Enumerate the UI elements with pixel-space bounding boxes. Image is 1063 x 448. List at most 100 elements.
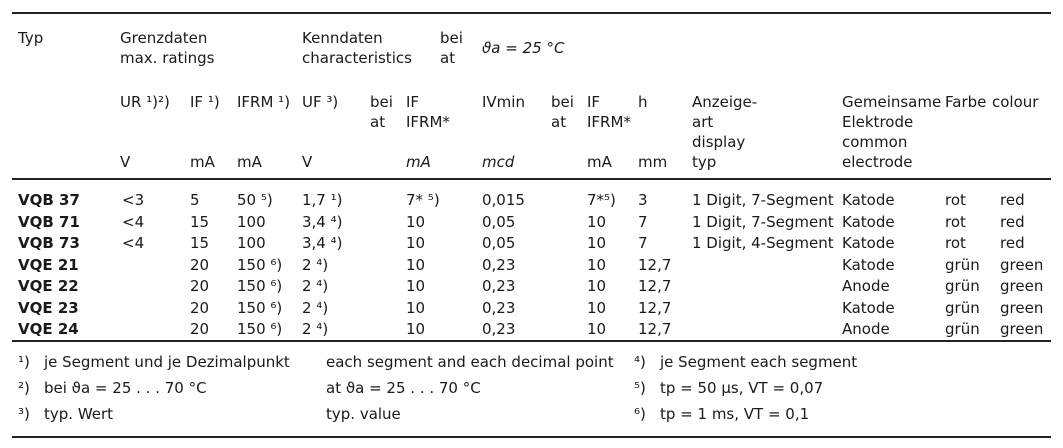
cell-uf: 1,7 ¹) — [302, 191, 343, 209]
col-gemeinsame: Gemeinsame — [842, 93, 942, 111]
col-at-2: at — [551, 113, 567, 131]
header-max-ratings: max. ratings — [120, 49, 215, 67]
cell-el: Anode — [842, 277, 890, 295]
col-ur: UR ¹)²) — [120, 93, 170, 111]
cell-if: 20 — [190, 255, 210, 274]
unit-if-2: mA — [406, 153, 431, 171]
note-6-mark: ⁶) — [634, 405, 646, 423]
unit-uf: V — [302, 153, 313, 171]
cell-if3: 7*⁵) — [587, 191, 616, 209]
cell-farbe: grün — [945, 277, 980, 295]
cell-anz: 1 Digit, 7-Segment — [692, 212, 834, 231]
col-anzeige-3: display — [692, 133, 746, 151]
cell-if2: 10 — [406, 298, 426, 317]
unit-ur: V — [120, 153, 131, 171]
col-bei-1: bei — [370, 93, 393, 111]
cell-ifrm: 150 ⁶) — [237, 255, 283, 274]
cell-typ: VQB 71 — [18, 212, 80, 231]
col-common: common — [842, 133, 908, 151]
cell-iv: 0,05 — [482, 234, 516, 252]
cell-if2: 10 — [406, 234, 426, 252]
header-typ: Typ — [18, 29, 44, 47]
col-ivmin: IVmin — [482, 93, 525, 111]
note-1-mark: ¹) — [18, 353, 30, 371]
col-anzeige-4: typ — [692, 153, 717, 171]
cell-ifrm: 150 ⁶) — [237, 320, 283, 338]
cell-ifrm: 100 — [237, 234, 266, 252]
cell-if2: 10 — [406, 255, 426, 274]
cell-h: 7 — [638, 212, 648, 231]
bottom-rule — [12, 436, 1051, 438]
cell-ifrm: 150 ⁶) — [237, 298, 283, 317]
cell-colour: green — [1000, 298, 1044, 317]
header-condition: ϑa = 25 °C — [482, 39, 565, 57]
cell-if: 15 — [190, 212, 210, 231]
cell-typ: VQB 37 — [18, 191, 80, 209]
note-4-mark: ⁴) — [634, 353, 646, 371]
cell-el: Katode — [842, 234, 895, 252]
col-bei-2: bei — [551, 93, 574, 111]
cell-colour: green — [1000, 320, 1044, 338]
note-2-de: bei ϑa = 25 . . . 70 °C — [44, 379, 207, 397]
cell-farbe: grün — [945, 255, 980, 274]
cell-uf: 3,4 ⁴) — [302, 234, 343, 252]
col-elektrode: Elektrode — [842, 113, 914, 131]
col-uf: UF ³) — [302, 93, 339, 111]
cell-iv: 0,23 — [482, 277, 516, 295]
col-at-1: at — [370, 113, 386, 131]
note-5: tp = 50 µs, VT = 0,07 — [660, 379, 824, 397]
notes-rule — [12, 340, 1051, 342]
cell-anz: 1 Digit, 4-Segment — [692, 234, 834, 252]
unit-ivmin: mcd — [482, 153, 515, 171]
unit-if: mA — [190, 153, 215, 171]
cell-ur: <3 — [122, 191, 145, 209]
cell-h: 12,7 — [638, 320, 672, 338]
cell-farbe: grün — [945, 320, 980, 338]
cell-iv: 0,23 — [482, 255, 516, 274]
header-grenzdaten: Grenzdaten — [120, 29, 208, 47]
cell-ifrm: 100 — [237, 212, 266, 231]
cell-farbe: rot — [945, 191, 966, 209]
unit-if-3: mA — [587, 153, 612, 171]
cell-h: 12,7 — [638, 277, 672, 295]
cell-colour: green — [1000, 255, 1044, 274]
cell-if3: 10 — [587, 255, 607, 274]
note-3-de: typ. Wert — [44, 405, 114, 423]
col-if-2: IF — [406, 93, 420, 111]
cell-el: Anode — [842, 320, 890, 338]
note-5-mark: ⁵) — [634, 379, 646, 397]
cell-el: Katode — [842, 255, 895, 274]
cell-if3: 10 — [587, 277, 607, 295]
note-1-en: each segment and each decimal point — [326, 353, 614, 371]
note-1-de: je Segment und je Dezimalpunkt — [44, 353, 290, 371]
cell-uf: 2 ⁴) — [302, 277, 329, 295]
cell-if3: 10 — [587, 212, 607, 231]
note-3-en: typ. value — [326, 405, 401, 423]
header-characteristics: characteristics — [302, 49, 412, 67]
header-at: at — [440, 49, 456, 67]
cell-colour: red — [1000, 234, 1025, 252]
cell-if: 20 — [190, 277, 210, 295]
cell-iv: 0,23 — [482, 320, 516, 338]
cell-if2: 10 — [406, 212, 426, 231]
header-rule — [12, 178, 1051, 180]
col-electrode: electrode — [842, 153, 913, 171]
cell-ifrm: 50 ⁵) — [237, 191, 273, 209]
cell-h: 12,7 — [638, 298, 672, 317]
cell-if3: 10 — [587, 298, 607, 317]
cell-typ: VQE 24 — [18, 320, 79, 338]
cell-farbe: grün — [945, 298, 980, 317]
cell-colour: green — [1000, 277, 1044, 295]
cell-ifrm: 150 ⁶) — [237, 277, 283, 295]
cell-h: 12,7 — [638, 255, 672, 274]
cell-iv: 0,23 — [482, 298, 516, 317]
note-2-en: at ϑa = 25 . . . 70 °C — [326, 379, 481, 397]
cell-el: Katode — [842, 191, 895, 209]
cell-typ: VQE 22 — [18, 277, 79, 295]
col-ifrm-3: IFRM* — [587, 113, 631, 131]
cell-if2: 10 — [406, 277, 426, 295]
cell-ur: <4 — [122, 212, 145, 231]
cell-el: Katode — [842, 212, 895, 231]
cell-h: 3 — [638, 191, 648, 209]
header-kenndaten: Kenndaten — [302, 29, 383, 47]
